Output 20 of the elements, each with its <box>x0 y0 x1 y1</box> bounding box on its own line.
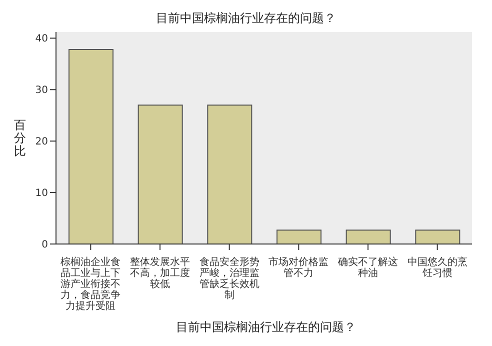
x-tick-label: 食品安全形势严峻，治理监管缺乏长效机制 <box>199 256 260 301</box>
bar <box>207 104 252 244</box>
bar <box>138 104 183 244</box>
x-axis-title: 目前中国棕榈油行业存在的问题？ <box>175 319 357 336</box>
x-tick-label: 棕榈油企业食品工业与上下游产业衔接不力，食品竞争力提升受阻 <box>60 256 121 312</box>
x-tick-label: 市场对价格监管不力 <box>268 256 329 279</box>
x-tick-label: 中国悠久的烹饪习惯 <box>407 256 468 279</box>
x-tick-label: 整体发展水平不高，加工度较低 <box>130 256 190 290</box>
bar <box>346 230 391 244</box>
y-tick-label: 30 <box>35 85 48 96</box>
y-tick-label: 0 <box>42 240 48 251</box>
bar <box>68 48 114 244</box>
x-tick-label: 确实不了解这种油 <box>337 256 398 279</box>
y-tick-label: 20 <box>35 136 48 148</box>
y-axis-title: 百分比 <box>14 118 26 158</box>
y-tick-label: 10 <box>35 188 48 200</box>
chart-title: 目前中国棕榈油行业存在的问题？ <box>155 10 337 27</box>
y-tick-label: 40 <box>35 34 48 45</box>
bar <box>415 230 460 244</box>
bar <box>276 230 322 244</box>
